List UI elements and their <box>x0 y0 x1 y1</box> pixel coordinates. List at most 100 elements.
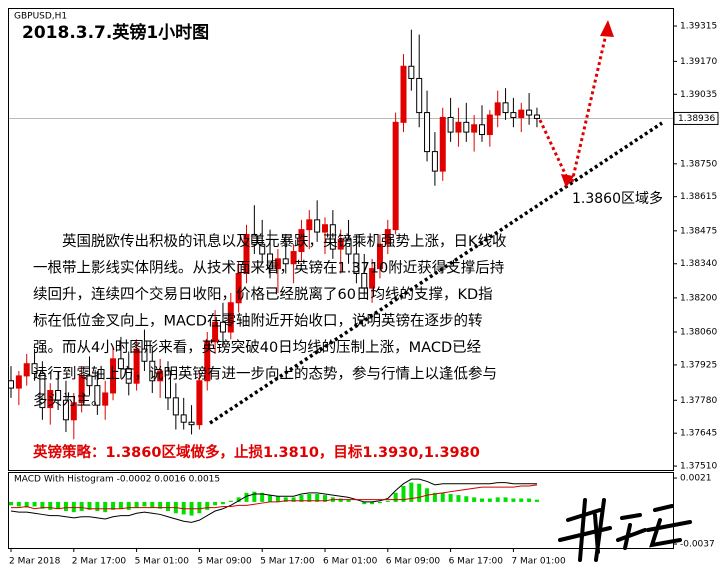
candle-body <box>110 358 117 394</box>
histogram-bar <box>511 498 516 502</box>
arrow-head <box>600 20 614 37</box>
candle-body <box>369 268 376 289</box>
histogram-bar <box>87 501 92 510</box>
candle-body <box>243 233 250 274</box>
candle-body <box>533 114 540 119</box>
candle-body <box>219 321 226 333</box>
candle-body <box>455 121 462 133</box>
histogram-bar <box>150 501 155 508</box>
candle-body <box>408 65 415 79</box>
signature-stroke <box>616 504 692 550</box>
histogram-bar <box>346 499 351 502</box>
candle-body <box>518 109 525 118</box>
candle-body <box>235 272 242 304</box>
signal-line <box>11 484 538 510</box>
histogram-bar <box>252 491 257 502</box>
candle-body <box>416 77 423 114</box>
candle-body <box>314 219 321 233</box>
histogram-bar <box>393 492 398 502</box>
histogram-bar <box>495 497 500 502</box>
candle-body <box>94 385 101 406</box>
candle-body <box>345 238 352 255</box>
histogram-bar <box>205 501 210 510</box>
histogram-bar <box>244 492 249 502</box>
histogram-bar <box>323 495 327 502</box>
candle-body <box>267 253 274 270</box>
candle-body <box>141 348 148 362</box>
y-tick-label: 1.37925 <box>680 360 717 370</box>
histogram-bar <box>362 501 367 505</box>
x-tick-label: 6 Mar 09:00 <box>386 557 441 567</box>
candle-body <box>322 224 328 233</box>
candle-body <box>196 380 203 426</box>
histogram-bar <box>519 498 524 502</box>
last-price-label: 1.38936 <box>678 114 715 124</box>
histogram-bar <box>464 496 469 502</box>
x-tick-label: 5 Mar 01:00 <box>135 557 190 567</box>
y-tick-label: 1.38475 <box>680 226 717 236</box>
paragraph-line: 英国脱欧传出积极的讯息以及美元暴跌，英镑乘机强势上涨，日K线收 <box>62 232 507 250</box>
candle-body <box>149 360 156 382</box>
candle-body <box>282 258 289 265</box>
paragraph-line: 标在低位金叉向上，MACD在零轴附近开始收口，说明英镑在逐步的转 <box>33 312 482 330</box>
plot: 1.39315 1.39170 1.39035 1.38750 1.38615 1.384… <box>8 22 719 567</box>
candle-body <box>471 124 478 133</box>
candle-body <box>431 151 438 172</box>
candle-body <box>447 116 454 133</box>
histogram-bar <box>9 501 13 506</box>
y-tick-label: 1.37510 <box>680 462 717 472</box>
candle-body <box>306 219 313 231</box>
histogram-bar <box>275 496 280 502</box>
candle-body <box>251 233 258 245</box>
histogram-bar <box>79 501 84 512</box>
x-tick-label: 2 Mar 17:00 <box>72 557 127 567</box>
x-tick-label: 5 Mar 09:00 <box>197 557 252 567</box>
title: 2018.3.7.英镑1小时图 <box>22 22 209 43</box>
candle-body <box>165 370 171 399</box>
histogram-bar <box>527 498 532 502</box>
histogram-bar <box>534 499 539 502</box>
strategy: 英镑策略：1.3860区域做多，止损1.3810，目标1.3930,1.3980 <box>33 443 480 461</box>
histogram-bar <box>440 492 445 502</box>
x-tick-label: 6 Mar 01:00 <box>323 557 378 567</box>
paragraph-line: 强。而从4小时图形来看，英镑突破40日均线的压制上涨，MACD已经 <box>33 338 481 356</box>
candle-body <box>172 397 179 416</box>
candle-body <box>400 65 407 123</box>
histogram-bar <box>417 483 422 502</box>
histogram-bar <box>158 501 163 509</box>
candle-body <box>384 229 391 245</box>
histogram-bar <box>166 501 170 512</box>
x-tick-label: 7 Mar 01:00 <box>511 557 566 567</box>
candle-body <box>439 116 446 172</box>
histogram-bar <box>401 485 406 502</box>
candle-body <box>486 114 493 136</box>
candle-body <box>62 399 69 421</box>
candle-body <box>353 253 360 274</box>
candle-body <box>133 348 140 384</box>
histogram-bar <box>63 501 68 512</box>
x-tick-label: 5 Mar 17:00 <box>260 557 315 567</box>
arrow-up <box>570 33 608 183</box>
arrow-head <box>561 174 574 188</box>
candle-body <box>329 224 336 250</box>
histogram-bar <box>24 501 29 508</box>
y-tick-label: 1.39315 <box>680 22 717 32</box>
candle-body <box>376 243 383 270</box>
signature-stroke <box>558 498 612 562</box>
y-tick-label: 1.38060 <box>680 328 717 338</box>
annotation: 1.3860区域多 <box>572 190 663 207</box>
signature <box>558 498 692 562</box>
histogram-bar <box>197 501 202 514</box>
paragraph-line: 多头为主。 <box>33 392 106 409</box>
y-tick-label: 1.38615 <box>680 192 717 202</box>
candle-body <box>86 375 93 387</box>
candle-body <box>337 238 344 250</box>
histogram-bar <box>299 495 304 502</box>
y-tick-label: 1.38340 <box>680 259 717 269</box>
candle-body <box>125 368 132 384</box>
symbol: GBPUSD,H1 <box>14 12 67 22</box>
histogram-bar <box>220 501 225 505</box>
histogram-bar <box>95 501 100 512</box>
histogram-bar <box>315 493 320 502</box>
